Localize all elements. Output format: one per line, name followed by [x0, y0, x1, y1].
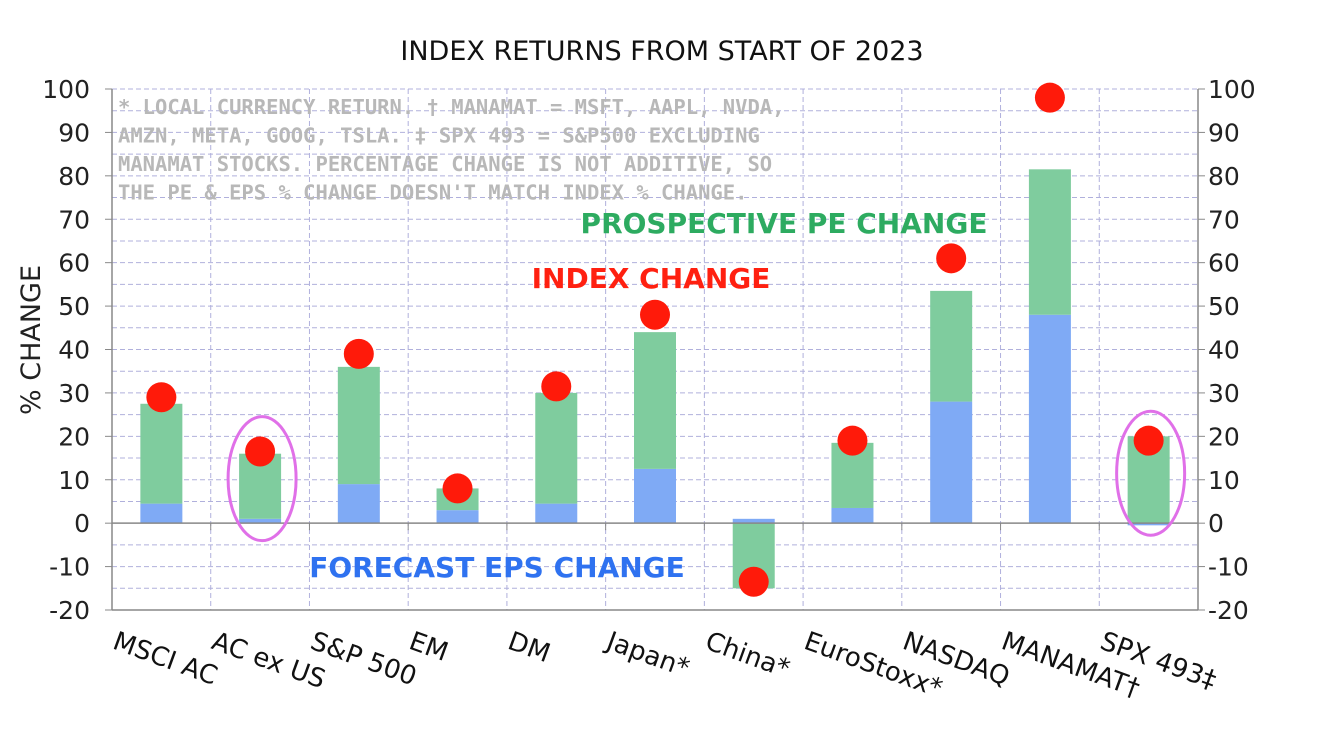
y-tick-label-right: -10	[1208, 553, 1249, 582]
highlight-oval	[226, 415, 298, 543]
y-tick-label-right: 0	[1208, 509, 1224, 538]
highlight-oval	[1115, 409, 1187, 537]
index-change-point	[738, 566, 769, 597]
y-tick-label-right: 90	[1208, 118, 1240, 147]
eps-bar	[634, 468, 676, 524]
footnote-line: MANAMAT STOCKS. PERCENTAGE CHANGE IS NOT…	[118, 152, 772, 176]
category-label: AC ex US	[208, 626, 330, 695]
y-tick-label-left: 40	[58, 336, 90, 365]
pe-bar	[930, 290, 973, 402]
y-axis-label: % CHANGE	[16, 265, 47, 415]
y-tick-label-left: 10	[58, 466, 90, 495]
index-change-points	[146, 82, 1164, 597]
category-label: MSCI AC	[109, 626, 221, 691]
index-change-point	[837, 425, 868, 456]
y-tick-label-right: 40	[1208, 336, 1240, 365]
index-change-point	[245, 436, 276, 467]
y-tick-label-left: 70	[58, 205, 90, 234]
y-tick-label-left: -10	[49, 553, 90, 582]
eps-bar	[1028, 314, 1071, 524]
tick-labels: -20 -20 -10 -10 0 0 10 10 20 20 30 30 40 40 50 50 60 60 70…	[42, 75, 1255, 625]
footnote: * LOCAL CURRENCY RETURN. † MANAMAT = MSF…	[118, 95, 784, 205]
footnote-line: THE PE & EPS % CHANGE DOESN'T MATCH INDE…	[118, 181, 747, 205]
axes-layer	[105, 88, 1205, 611]
y-tick-label-left: 20	[58, 422, 90, 451]
y-tick-label-left: 30	[58, 379, 90, 408]
series-label: PROSPECTIVE PE CHANGE	[581, 207, 988, 240]
y-tick-label-right: 80	[1208, 162, 1240, 191]
y-tick-label-left: 90	[58, 118, 90, 147]
category-label: China*	[701, 626, 793, 684]
pe-bar	[535, 392, 578, 504]
y-tick-label-left: 0	[74, 509, 90, 538]
pe-bar	[337, 366, 380, 485]
eps-bar	[140, 503, 183, 524]
index-change-point	[146, 382, 177, 413]
eps-bar	[732, 518, 775, 524]
y-tick-label-left: 60	[58, 249, 90, 278]
y-tick-label-right: 20	[1208, 422, 1240, 451]
eps-bar	[1127, 523, 1170, 526]
index-change-point	[936, 243, 967, 274]
pe-bar	[140, 403, 183, 504]
y-tick-label-left: -20	[49, 596, 90, 625]
eps-bar	[930, 401, 973, 524]
index-change-point	[442, 473, 473, 504]
footnote-line: AMZN, META, GOOG, TSLA. ‡ SPX 493 = S&P5…	[118, 124, 760, 148]
y-tick-label-right: 50	[1208, 292, 1240, 321]
pe-bar	[634, 332, 676, 469]
eps-bar	[436, 510, 479, 524]
index-change-point	[1133, 425, 1164, 456]
eps-bar	[239, 518, 282, 524]
index-change-point	[541, 371, 572, 402]
y-tick-label-right: 10	[1208, 466, 1240, 495]
series-labels: FORECAST EPS CHANGE PROSPECTIVE PE CHANGE…	[309, 207, 987, 584]
category-label: Japan*	[601, 626, 693, 684]
category-label: DM	[504, 626, 554, 669]
highlight-ovals	[226, 409, 1187, 543]
y-tick-label-left: 80	[58, 162, 90, 191]
eps-bar	[831, 507, 874, 524]
series-label: FORECAST EPS CHANGE	[309, 551, 685, 584]
footnote-line: * LOCAL CURRENCY RETURN. † MANAMAT = MSF…	[118, 95, 784, 119]
y-tick-label-left: 50	[58, 292, 90, 321]
index-change-point	[1034, 82, 1065, 113]
y-tick-label-right: 70	[1208, 205, 1240, 234]
y-tick-label-right: 60	[1208, 249, 1240, 278]
y-tick-label-right: 100	[1208, 75, 1256, 104]
pe-bar	[1028, 169, 1071, 315]
chart-title: INDEX RETURNS FROM START OF 2023	[400, 36, 923, 67]
series-label: INDEX CHANGE	[532, 262, 771, 295]
y-tick-label-left: 100	[42, 75, 90, 104]
y-tick-label-right: 30	[1208, 379, 1240, 408]
eps-bar	[337, 484, 380, 524]
eps-bar	[535, 503, 578, 524]
index-change-point	[640, 299, 670, 330]
y-tick-label-right: -20	[1208, 596, 1249, 625]
index-change-point	[343, 338, 374, 369]
